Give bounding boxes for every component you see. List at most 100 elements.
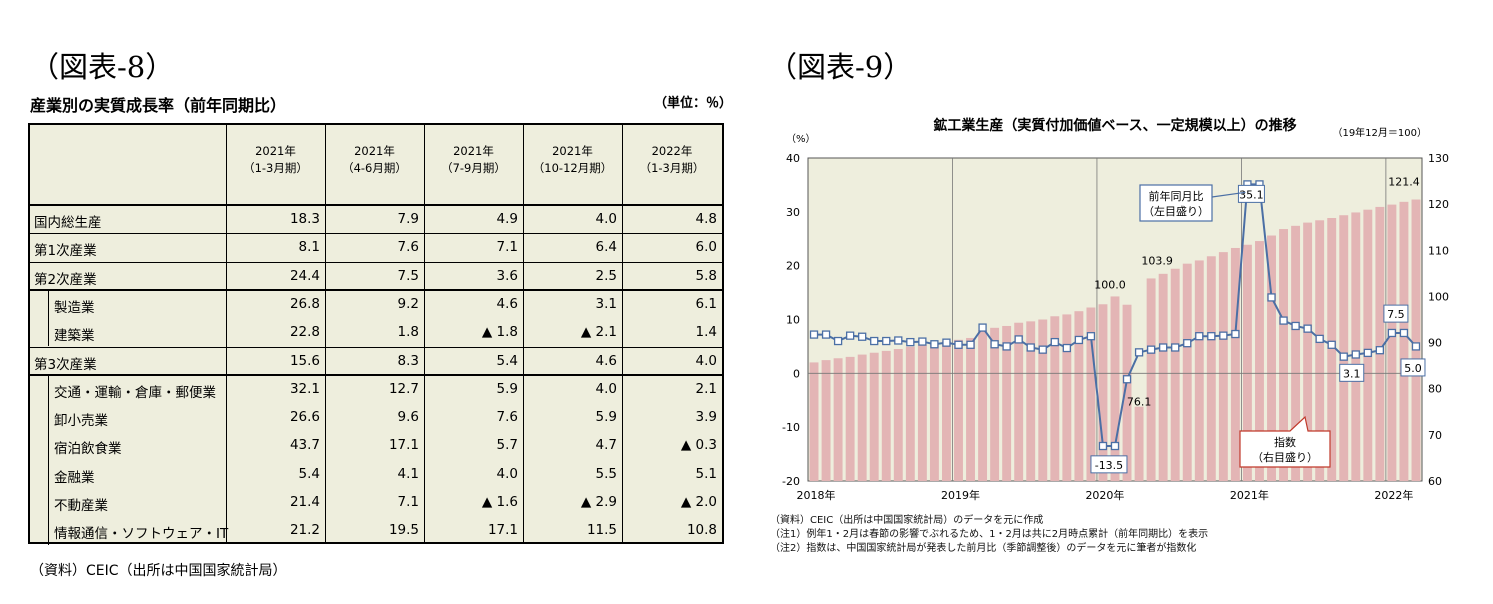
- group-indent-line: [48, 289, 49, 347]
- yoy-point: [1315, 334, 1324, 344]
- table-cell: ▲ 1.8: [481, 324, 518, 341]
- table-cell: 5.4: [496, 352, 518, 369]
- table-unit: （単位：％）: [654, 96, 733, 111]
- table-cell: 4.0: [695, 352, 717, 369]
- table-cell: 5.5: [595, 465, 617, 482]
- table-cell: 4.0: [496, 465, 518, 482]
- yoy-point: [1110, 441, 1120, 451]
- table-cell: 1.4: [695, 324, 717, 341]
- annotation-box: [1400, 358, 1426, 377]
- column-header-period: （7-9月期）: [441, 161, 506, 175]
- row-label: 第1次産業: [34, 243, 97, 260]
- legend-index-box: [1239, 415, 1331, 468]
- table-cell: 21.4: [289, 494, 320, 510]
- index-bar: [1062, 314, 1072, 481]
- index-bar: [990, 327, 1000, 481]
- y-left-tick-label: 0: [793, 367, 800, 380]
- index-bar: [1086, 307, 1096, 481]
- annotation-label: 35.1: [1239, 188, 1264, 201]
- table-cell: 1.8: [397, 324, 419, 341]
- column-divider: [424, 125, 425, 542]
- index-bar: [1291, 225, 1301, 481]
- x-tick-label: 2022年: [1374, 488, 1413, 502]
- y-right-tick-label: 90: [1428, 337, 1442, 350]
- table-cell: 5.1: [695, 465, 717, 482]
- yoy-point: [954, 340, 963, 349]
- x-tick-label: 2020年: [1085, 488, 1124, 502]
- y-left-tick-label: -10: [782, 421, 800, 434]
- table-cell: ▲ 0.3: [680, 437, 717, 454]
- row-label: 国内総生産: [34, 215, 102, 231]
- index-bar: [954, 339, 963, 481]
- growth-rate-table: 2021年 （1-3月期） 2021年 （4-6月期） 2021年 （7-9月期） 2021…: [28, 123, 724, 545]
- yoy-point: [1002, 342, 1011, 351]
- index-bar: [917, 344, 927, 481]
- annotation-label: 121.4: [1388, 176, 1420, 189]
- column-header-period: （1-3月期）: [243, 161, 308, 175]
- index-bar: [1038, 319, 1048, 481]
- legend-yoy-pointer: [1211, 191, 1246, 198]
- row-label: 不動産業: [54, 498, 108, 514]
- table-cell: 4.8: [695, 211, 717, 227]
- yoy-point: [1086, 332, 1096, 341]
- table-cell: 6.0: [695, 239, 717, 256]
- yoy-point: [942, 338, 951, 347]
- x-tick-label: 2018年: [797, 488, 836, 502]
- index-bar: [1122, 304, 1132, 481]
- table-cell: 32.1: [289, 380, 320, 397]
- table-cell: 43.7: [289, 437, 320, 454]
- table-cell: 5.9: [595, 409, 617, 426]
- index-bar: [1158, 273, 1168, 481]
- index-bar: [1110, 296, 1120, 481]
- index-bar: [966, 337, 975, 481]
- index-bar: [1014, 322, 1024, 481]
- column-header-period: （10-12月期）: [532, 161, 613, 175]
- row-label: 宿泊飲食業: [54, 441, 122, 458]
- yoy-point: [1291, 321, 1300, 331]
- column-header: 2022年 （1-3月期）: [622, 143, 722, 177]
- x-tick-label: 2021年: [1230, 488, 1269, 502]
- yoy-point: [1279, 316, 1288, 325]
- yoy-point: [906, 337, 915, 347]
- table-cell: 7.9: [397, 211, 419, 227]
- yoy-point: [1387, 328, 1397, 338]
- table-source: （資料）CEIC（出所は中国国家統計局）: [30, 563, 287, 579]
- yoy-point: [1159, 343, 1168, 352]
- index-bar: [869, 352, 879, 481]
- index-bar: [1170, 268, 1180, 481]
- index-bar: [1399, 201, 1409, 481]
- y-right-unit: （19年12月＝100）: [1332, 126, 1427, 139]
- column-header: 2021年 （4-6月期）: [325, 143, 424, 177]
- y-left-unit: （%）: [786, 133, 816, 145]
- yoy-point: [1411, 342, 1421, 351]
- table-cell: 4.7: [595, 437, 617, 454]
- index-bar: [1050, 316, 1060, 481]
- table-cell: 26.8: [289, 295, 320, 312]
- yoy-point: [1122, 375, 1132, 384]
- yoy-point: [1195, 332, 1204, 341]
- column-divider: [226, 125, 227, 542]
- legend-index-axis: （右目盛り）: [1252, 450, 1318, 464]
- table-cell: 11.5: [586, 522, 617, 539]
- row-divider: [30, 346, 722, 348]
- table-cell: 5.4: [298, 465, 320, 482]
- column-header-year: 2021年: [552, 144, 593, 158]
- table-cell: 3.9: [695, 409, 717, 426]
- index-bar: [1363, 209, 1373, 481]
- figure-9-label: （図表-9）: [768, 50, 913, 84]
- row-divider: [30, 261, 722, 263]
- table-cell: 7.1: [496, 239, 518, 256]
- yoy-point: [882, 336, 891, 346]
- table-cell: 24.4: [289, 267, 320, 284]
- index-bar: [942, 341, 951, 481]
- table-cell: 17.1: [388, 437, 419, 454]
- index-bar: [1230, 247, 1240, 481]
- index-bar: [1098, 304, 1108, 481]
- index-bar: [929, 343, 939, 481]
- index-bar: [893, 349, 903, 481]
- table-cell: ▲ 2.9: [580, 494, 617, 510]
- table-title: 産業別の実質成長率（前年同期比）: [30, 96, 287, 115]
- y-right-tick-label: 80: [1428, 383, 1442, 396]
- index-bar: [1327, 217, 1337, 481]
- yoy-point: [1038, 345, 1047, 354]
